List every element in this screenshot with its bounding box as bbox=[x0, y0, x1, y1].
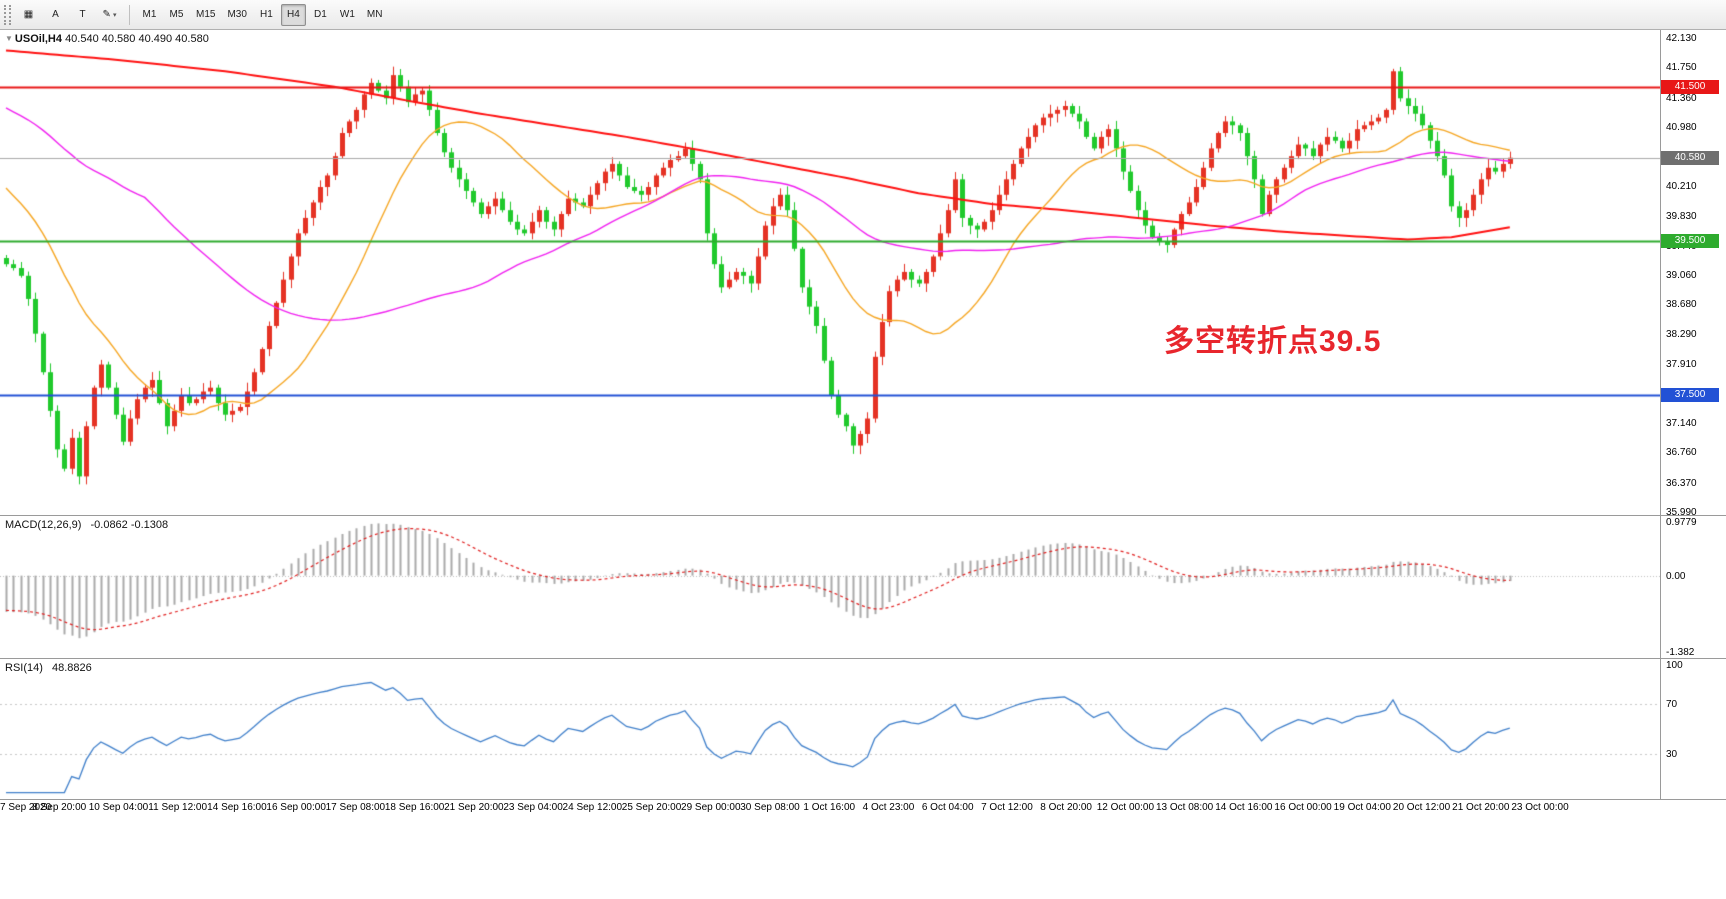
timeframe-button-mn[interactable]: MN bbox=[366, 9, 383, 20]
timeframe-button-w1[interactable]: W1 bbox=[339, 9, 355, 20]
time-axis-label: 8 Sep 20:00 bbox=[32, 802, 87, 813]
chart-symbol: USOil,H4 bbox=[14, 33, 62, 45]
time-axis-label: 17 Sep 08:00 bbox=[325, 802, 386, 813]
level-price-tag: 41.500 bbox=[1661, 79, 1719, 94]
time-axis-label: 11 Sep 12:00 bbox=[148, 802, 208, 813]
price-axis-tick: 41.360 bbox=[1666, 92, 1697, 104]
price-axis-tick: 38.290 bbox=[1666, 329, 1697, 341]
time-axis-label: 24 Sep 12:00 bbox=[562, 802, 623, 813]
macd-axis-tick: -1.382 bbox=[1666, 647, 1695, 658]
macd-axis-tick: 0.00 bbox=[1666, 570, 1686, 582]
chart-title: ▼ USOil,H4 40.540 40.580 40.490 40.580 bbox=[5, 33, 209, 45]
macd-axis-tick: 0.9779 bbox=[1666, 517, 1697, 528]
price-axis-tick: 40.210 bbox=[1666, 181, 1697, 193]
macd-name: MACD(12,26,9) bbox=[5, 519, 82, 531]
time-axis-label: 20 Oct 12:00 bbox=[1392, 802, 1451, 813]
panel-separator[interactable] bbox=[0, 658, 1726, 659]
time-axis-label: 18 Sep 16:00 bbox=[384, 802, 445, 813]
macd-values: -0.0862 -0.1308 bbox=[90, 519, 169, 531]
rsi-panel-canvas[interactable] bbox=[0, 659, 1660, 799]
rsi-label: RSI(14) 48.8826 bbox=[5, 662, 92, 674]
price-axis-tick: 36.760 bbox=[1666, 447, 1697, 459]
timeframe-button-h1[interactable]: H1 bbox=[260, 9, 273, 20]
price-axis-tick: 41.750 bbox=[1666, 62, 1697, 74]
price-axis-tick: 37.140 bbox=[1666, 418, 1697, 430]
charts-grid-icon[interactable]: ▦ bbox=[23, 9, 34, 20]
time-axis-label: 23 Oct 00:00 bbox=[1511, 802, 1569, 813]
time-axis-label: 8 Oct 20:00 bbox=[1040, 802, 1092, 813]
price-axis-tick: 37.910 bbox=[1666, 358, 1697, 370]
timeframe-button-m1[interactable]: M1 bbox=[142, 9, 157, 20]
current-price-tag: 40.580 bbox=[1661, 150, 1719, 165]
time-axis-label: 13 Oct 08:00 bbox=[1155, 802, 1214, 813]
arrow-tool-button[interactable]: A bbox=[52, 9, 59, 20]
rsi-axis-tick: 30 bbox=[1666, 749, 1678, 761]
price-axis-tick: 42.130 bbox=[1666, 33, 1697, 45]
chart-ohlc: 40.540 40.580 40.490 40.580 bbox=[65, 33, 209, 45]
price-axis-tick: 39.060 bbox=[1666, 270, 1697, 281]
timeframe-button-group: M1 M5 M15 M30 H1 H4 D1 W1 MN bbox=[136, 3, 388, 26]
level-price-tag: 37.500 bbox=[1661, 388, 1719, 403]
panel-separator[interactable] bbox=[0, 515, 1726, 516]
timeframe-button-m5[interactable]: M5 bbox=[169, 9, 184, 20]
timeframe-button-m15[interactable]: M15 bbox=[196, 9, 216, 20]
rsi-value: 48.8826 bbox=[51, 662, 92, 674]
time-axis-label: 25 Sep 20:00 bbox=[621, 802, 682, 813]
time-axis-label: 19 Oct 04:00 bbox=[1333, 802, 1391, 813]
time-axis-label: 14 Oct 16:00 bbox=[1215, 802, 1273, 813]
time-axis-label: 7 Sep 2020 bbox=[0, 802, 52, 813]
time-axis-label: 16 Oct 00:00 bbox=[1274, 802, 1332, 813]
rsi-axis-tick: 100 bbox=[1666, 660, 1683, 672]
price-axis-tick: 35.990 bbox=[1666, 506, 1697, 518]
rsi-name: RSI(14) bbox=[5, 662, 43, 674]
level-price-tag: 39.500 bbox=[1661, 234, 1719, 249]
dropdown-caret-icon: ▾ bbox=[112, 11, 117, 19]
time-axis-label: 1 Oct 16:00 bbox=[803, 802, 856, 813]
time-axis-label: 30 Sep 08:00 bbox=[740, 802, 800, 813]
toolbar-grip[interactable] bbox=[4, 4, 11, 25]
chart-shift-icon: ▼ bbox=[5, 34, 13, 43]
macd-panel-canvas[interactable] bbox=[0, 516, 1660, 658]
timeframe-button-m30[interactable]: M30 bbox=[227, 9, 247, 20]
chart-text-annotation[interactable]: 多空转折点39.5 bbox=[1164, 325, 1382, 358]
text-tool-button[interactable]: T bbox=[79, 9, 86, 20]
time-axis-label: 16 Sep 00:00 bbox=[266, 802, 326, 813]
price-axis-tick: 38.680 bbox=[1666, 299, 1697, 311]
time-axis-label: 12 Oct 00:00 bbox=[1096, 802, 1155, 813]
macd-label: MACD(12,26,9) -0.0862 -0.1308 bbox=[5, 519, 168, 531]
time-axis-label: 6 Oct 04:00 bbox=[921, 802, 974, 813]
rsi-axis-tick: 70 bbox=[1666, 698, 1678, 710]
timeframe-button-h4[interactable]: H4 bbox=[280, 3, 306, 26]
time-axis-label: 21 Sep 20:00 bbox=[444, 802, 504, 813]
time-axis-label: 4 Oct 23:00 bbox=[862, 802, 915, 813]
price-axis-tick: 40.980 bbox=[1666, 121, 1697, 133]
tool-button-group: ▦ A T ✎ ▾ bbox=[15, 4, 123, 26]
draw-tool-button[interactable]: ✎ ▾ bbox=[102, 9, 117, 20]
price-chart-canvas[interactable] bbox=[0, 30, 1660, 515]
price-axis-tick: 39.830 bbox=[1666, 210, 1697, 222]
time-axis-label: 7 Oct 12:00 bbox=[981, 802, 1033, 813]
main-toolbar: ▦ A T ✎ ▾ M1 M5 M15 M30 H1 H4 D1 W1 MN bbox=[0, 0, 1726, 30]
time-axis-label: 14 Sep 16:00 bbox=[207, 802, 267, 813]
time-axis-label: 21 Oct 20:00 bbox=[1452, 802, 1510, 813]
price-axis-tick: 36.370 bbox=[1666, 477, 1697, 489]
time-axis-label: 10 Sep 04:00 bbox=[88, 802, 149, 813]
time-axis-label: 29 Sep 00:00 bbox=[681, 802, 741, 813]
panel-separator[interactable] bbox=[0, 799, 1726, 800]
price-axis-border bbox=[1660, 30, 1661, 799]
time-axis-label: 23 Sep 04:00 bbox=[503, 802, 563, 813]
toolbar-separator bbox=[129, 4, 130, 25]
timeframe-button-d1[interactable]: D1 bbox=[314, 9, 327, 20]
